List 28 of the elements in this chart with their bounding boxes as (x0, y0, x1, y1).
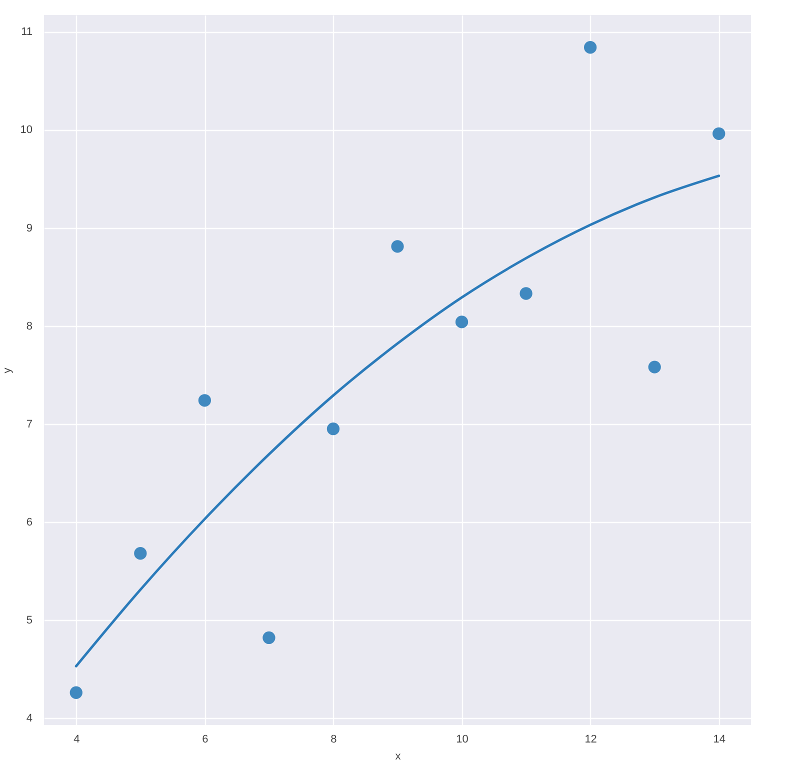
point (712, 127, 726, 140)
x-tick-label: 6 (202, 734, 208, 746)
y-tick-label: 9 (26, 222, 32, 234)
point (262, 631, 276, 644)
point (134, 547, 147, 560)
point (584, 41, 597, 54)
x-axis-title: x (395, 750, 402, 762)
y-tick-label: 11 (21, 26, 32, 38)
y-tick-label: 8 (26, 320, 32, 332)
y-axis-title: y (1, 367, 14, 374)
x-tick-label: 12 (584, 734, 597, 746)
x-tick-label: 8 (330, 734, 337, 746)
point (648, 360, 661, 374)
point (391, 240, 404, 253)
x-tick-label: 10 (456, 734, 468, 746)
y-tick-label: 10 (20, 124, 32, 136)
y-tick-label: 5 (26, 614, 32, 627)
point (326, 422, 340, 436)
line-series (74, 174, 720, 668)
point (455, 316, 468, 328)
point (198, 394, 212, 407)
y-tick-label: 7 (26, 418, 32, 430)
y-tick-label: 4 (26, 712, 32, 725)
x-tick-label: 14 (713, 734, 726, 746)
point (70, 686, 82, 699)
y-tick-label: 6 (26, 516, 32, 529)
x-tick-label: 4 (74, 734, 80, 746)
point (520, 287, 532, 300)
